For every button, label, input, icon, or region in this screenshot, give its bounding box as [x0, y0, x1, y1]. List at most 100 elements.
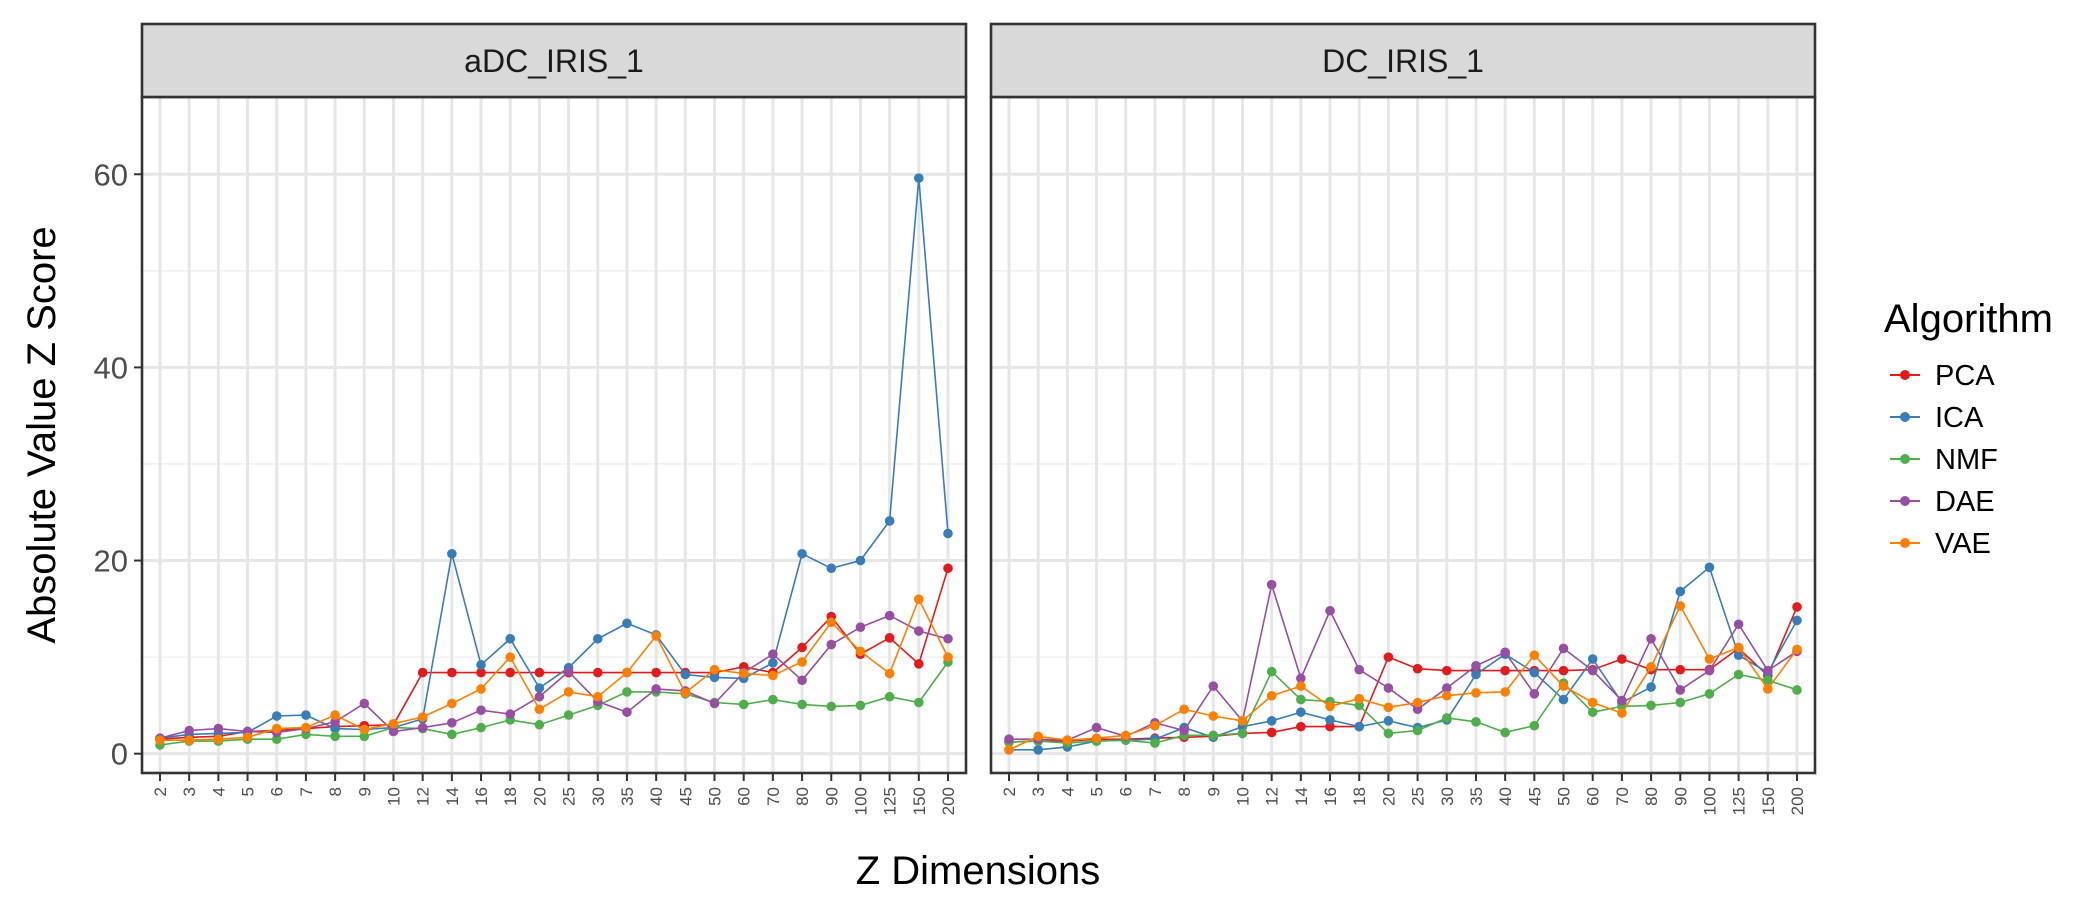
x-tick-label: 2 [151, 787, 170, 796]
data-point-ICA [592, 633, 603, 644]
data-point-ICA [797, 548, 807, 559]
y-tick-label: 40 [94, 350, 128, 385]
series-line-ICA [159, 178, 949, 739]
data-point-ICA [1704, 562, 1715, 573]
data-point-VAE [709, 664, 720, 675]
data-point-DAE [1441, 683, 1452, 693]
x-tick-label: 12 [414, 787, 433, 806]
x-tick-label: 2 [1000, 787, 1019, 796]
series-line-NMF [1008, 670, 1798, 744]
facet-strip-label: DC_IRIS_1 [1322, 43, 1484, 79]
x-tick-label: 6 [1117, 787, 1136, 796]
data-point-VAE [534, 704, 545, 715]
data-point-ICA [914, 173, 924, 183]
data-point-VAE [651, 631, 661, 641]
data-point-ICA [1558, 694, 1569, 705]
data-point-NMF [271, 734, 282, 744]
data-point-ICA [884, 516, 895, 526]
data-point-ICA [768, 658, 778, 668]
facet-strip [140, 22, 968, 99]
x-tick-label: 90 [822, 787, 841, 806]
series-line-NMF [159, 661, 949, 746]
x-tick-label: 18 [501, 787, 520, 806]
data-point-ICA [1587, 654, 1598, 664]
data-point-ICA [1296, 707, 1306, 717]
data-point-ICA [1383, 716, 1394, 726]
data-point-ICA [680, 669, 691, 680]
data-point-ICA [943, 528, 953, 539]
x-tick-label: 45 [1525, 787, 1544, 806]
x-tick-label: 200 [939, 787, 958, 815]
data-point-ICA [505, 633, 516, 644]
data-point-VAE [622, 667, 632, 678]
data-point-DAE [1558, 643, 1569, 654]
data-point-NMF [738, 699, 749, 710]
x-tick-label: 8 [326, 787, 345, 796]
data-point-NMF [1412, 725, 1423, 736]
data-point-NMF [1471, 717, 1481, 727]
data-point-ICA [1646, 682, 1656, 692]
x-tick-label: 6 [268, 787, 287, 796]
data-point-PCA [417, 667, 428, 678]
data-point-NMF [914, 697, 924, 708]
data-point-DAE [359, 698, 370, 709]
x-tick-label: 8 [1175, 787, 1194, 796]
x-tick-label: 100 [851, 787, 870, 815]
data-point-DAE [505, 709, 516, 719]
x-tick-label: 30 [589, 787, 608, 806]
data-point-NMF [1675, 697, 1686, 708]
data-point-DAE [476, 705, 486, 716]
data-point-DAE [184, 725, 194, 736]
panel-background [991, 97, 1815, 773]
data-point-ICA [534, 683, 545, 693]
data-point-PCA [651, 667, 661, 678]
data-point-NMF [563, 710, 574, 720]
x-tick-label: 3 [180, 787, 199, 796]
data-point-NMF [1704, 689, 1715, 699]
data-point-DAE [1500, 647, 1510, 658]
data-point-VAE [1296, 681, 1306, 691]
series-line-VAE [160, 597, 949, 742]
data-point-PCA [1558, 665, 1569, 676]
data-point-DAE [1208, 681, 1219, 691]
data-point-VAE [826, 617, 837, 628]
data-point-PCA [1383, 652, 1394, 662]
data-point-NMF [359, 731, 370, 742]
data-point-VAE [301, 722, 311, 733]
data-point-PCA [505, 667, 516, 678]
x-tick-label: 10 [1234, 787, 1253, 806]
data-point-ICA [1354, 721, 1365, 732]
data-point-VAE [943, 652, 953, 662]
x-tick-label: 50 [1555, 787, 1574, 806]
x-tick-label: 20 [530, 787, 549, 806]
legend-label: ICA [1935, 402, 1984, 434]
data-point-VAE [855, 646, 866, 657]
data-point-VAE [505, 652, 516, 662]
data-point-PCA [1296, 721, 1306, 732]
data-point-NMF [797, 699, 807, 710]
series-line-PCA [1008, 606, 1798, 743]
data-point-VAE [1150, 720, 1160, 731]
y-tick-label: 20 [94, 544, 128, 579]
legend-key-point [1900, 538, 1910, 548]
x-tick-label: 12 [1263, 787, 1282, 806]
data-point-NMF [855, 700, 866, 711]
data-point-VAE [738, 668, 749, 679]
data-point-ICA [826, 563, 837, 574]
legend-label: PCA [1935, 360, 1995, 392]
x-tick-label: 35 [618, 787, 637, 806]
data-point-DAE [417, 722, 428, 733]
data-point-NMF [1266, 666, 1277, 677]
data-point-PCA [1500, 665, 1510, 676]
y-tick-label: 0 [111, 737, 128, 772]
x-tick-label: 200 [1788, 787, 1807, 815]
data-point-VAE [797, 657, 807, 667]
data-point-DAE [1587, 665, 1598, 676]
x-tick-label: 70 [1613, 787, 1632, 806]
series-line-DAE [159, 614, 949, 739]
x-tick-label: 4 [209, 787, 228, 796]
data-point-PCA [592, 667, 603, 678]
x-tick-label: 18 [1350, 787, 1369, 806]
data-point-VAE [447, 698, 457, 709]
